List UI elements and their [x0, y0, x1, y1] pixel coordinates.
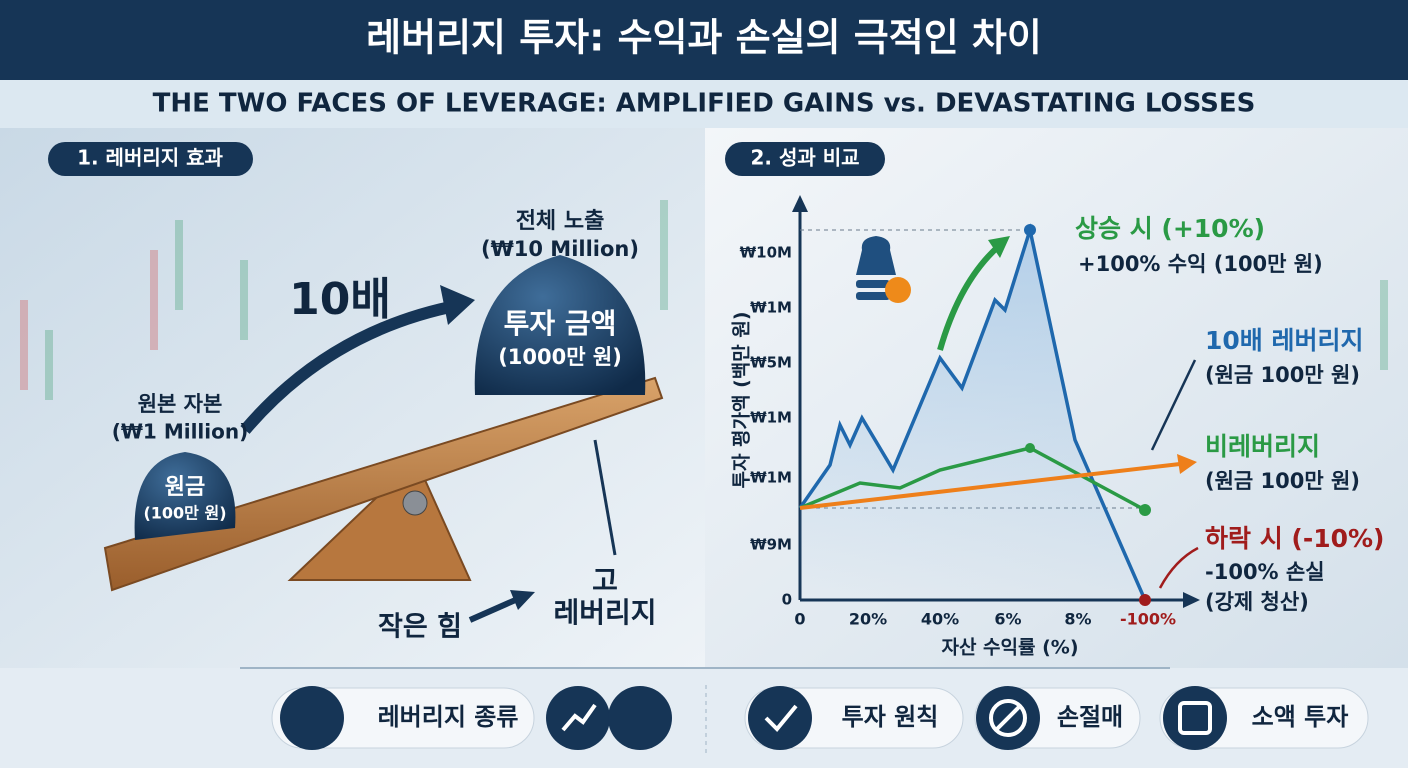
- arrowhead: [1177, 454, 1197, 474]
- arrowhead: [988, 236, 1010, 258]
- y-tick-label: ₩5M: [750, 354, 792, 372]
- x-axis-title: 자산 수익률 (%): [941, 637, 1078, 659]
- heading-pill: [725, 142, 885, 176]
- x-tick-label: 20%: [849, 610, 887, 629]
- x-tick-label: 0: [794, 610, 805, 629]
- section-heading: 1. 레버리지 효과: [77, 146, 223, 170]
- small-force: 작은 힘: [378, 612, 462, 643]
- down-title: 하락 시 (-10%): [1205, 524, 1384, 553]
- subtitle: THE TWO FACES OF LEVERAGE: AMPLIFIED GAI…: [153, 89, 1256, 119]
- section-heading: 2. 성과 비교: [750, 146, 859, 170]
- point: [1024, 224, 1036, 236]
- capital-amount: (₩1 Million): [112, 420, 249, 444]
- arrowhead: [1183, 592, 1200, 608]
- footer-item: 레버리지 종류: [378, 703, 519, 731]
- non-leverage-line: [799, 446, 1146, 512]
- y-tick-label: ₩10M: [740, 244, 792, 262]
- y-tick-label: 0: [782, 591, 792, 609]
- weight-label: 원금: [165, 475, 205, 500]
- leverage-detail: (원금 100만 원): [1205, 363, 1360, 387]
- non-leverage-title: 비레버리지: [1205, 432, 1320, 461]
- multiplier: 10배: [289, 274, 391, 325]
- y-tick-label: ₩1M: [750, 469, 792, 487]
- down-detail: -100% 손실: [1205, 560, 1325, 584]
- weight-label: (100만 원): [143, 504, 226, 523]
- icon-glyphs: [561, 699, 1212, 737]
- baseline-line: [799, 462, 1181, 510]
- leverage-title: 10배 레버리지: [1205, 326, 1364, 355]
- pointer: [1150, 359, 1197, 451]
- plank: [103, 376, 664, 592]
- weight-label: 투자 금액: [504, 307, 617, 340]
- title: 레버리지 투자: 수익과 손실의 극적인 차이: [366, 16, 1042, 60]
- x-tick-label: 8%: [1064, 610, 1091, 629]
- pointer: [1158, 546, 1199, 589]
- x-tick-label: -100%: [1120, 610, 1176, 629]
- arrow: [937, 242, 1002, 351]
- y-tick-label: ₩1M: [750, 299, 792, 317]
- area: [800, 230, 1145, 600]
- arrowhead: [440, 285, 475, 325]
- arrow: [468, 595, 522, 623]
- exposure-title: 전체 노출: [516, 209, 605, 234]
- candles: [20, 200, 1388, 400]
- header-band: [0, 0, 1408, 80]
- point: [1139, 594, 1151, 606]
- arrow: [240, 299, 462, 434]
- high-leverage: 고: [592, 564, 618, 597]
- big-weight: [474, 255, 646, 395]
- high-leverage: 레버리지: [553, 596, 656, 629]
- up-title: 상승 시 (+10%): [1075, 214, 1265, 243]
- heading-pill: [48, 142, 253, 176]
- footer-item: 손절매: [1057, 703, 1123, 731]
- down-detail: (강제 청산): [1205, 590, 1309, 614]
- up-detail: +100% 수익 (100만 원): [1078, 252, 1323, 276]
- arrowhead: [792, 195, 808, 212]
- bolt: [402, 490, 428, 516]
- arrowhead: [510, 590, 535, 610]
- non-leverage-detail: (원금 100만 원): [1205, 469, 1360, 493]
- money-icon: [856, 236, 911, 303]
- subtitle-band: [0, 80, 1408, 128]
- x-tick-label: 6%: [994, 610, 1021, 629]
- force-arrow: [593, 439, 617, 556]
- footer-item: 투자 원칙: [842, 703, 939, 731]
- weight-label: (1000만 원): [498, 345, 622, 369]
- small-weight: [134, 452, 236, 540]
- point: [1139, 504, 1151, 516]
- capital-title: 원본 자본: [138, 392, 223, 416]
- point: [1025, 443, 1035, 453]
- x-tick-label: 40%: [921, 610, 959, 629]
- y-axis-title: 투자 평가액 (백만 원): [731, 311, 753, 488]
- footer-item: 소액 투자: [1252, 703, 1349, 731]
- y-tick-label: ₩9M: [750, 536, 792, 554]
- y-tick-label: ₩1M: [750, 409, 792, 427]
